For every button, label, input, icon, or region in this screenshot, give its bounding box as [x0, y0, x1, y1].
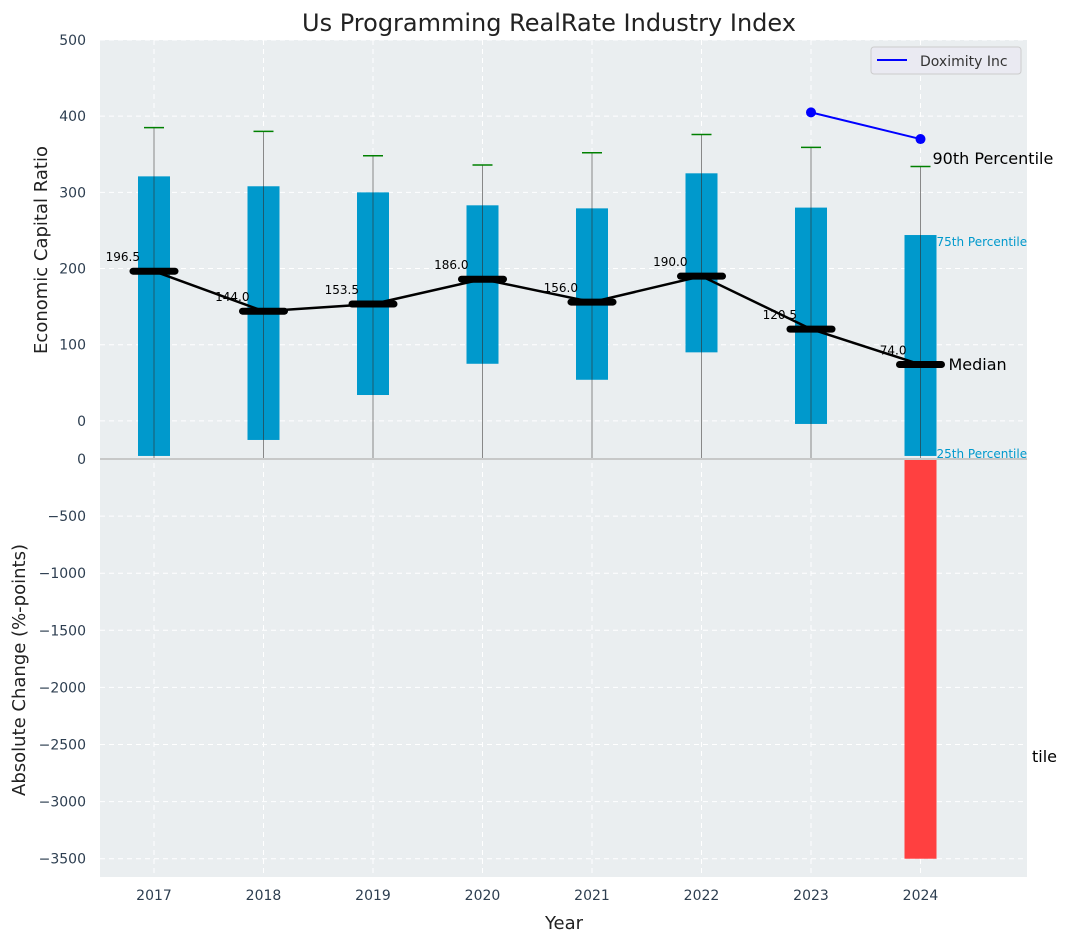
legend-label: Doximity Inc — [920, 54, 1008, 70]
top-y-tick-label: 500 — [59, 33, 86, 49]
x-tick-label: 2022 — [684, 888, 720, 904]
median-label: 120.5 — [763, 308, 797, 322]
top-y-tick-label: 400 — [59, 109, 86, 125]
legend-box — [870, 46, 1022, 75]
doximity-point — [806, 107, 816, 118]
annotation-p25: 25th Percentile — [937, 447, 1028, 461]
doximity-line — [810, 111, 921, 141]
bottom-y-tick-label: −3000 — [39, 795, 86, 811]
bottom-y-tick-label: −3500 — [39, 852, 86, 868]
bottom-y-tick-label: −1500 — [39, 623, 86, 639]
x-tick-label: 2024 — [903, 888, 939, 904]
x-tick-label: 2019 — [355, 888, 391, 904]
bottom-y-tick-label: −2000 — [39, 680, 86, 696]
top-y-tick-label: 0 — [77, 414, 86, 430]
median-label: 153.5 — [325, 283, 359, 297]
top-y-tick-label: 100 — [59, 338, 86, 354]
median-label: 144.0 — [215, 290, 249, 304]
x-tick-label: 2018 — [246, 888, 282, 904]
doximity-point — [915, 134, 926, 145]
median-label: 196.5 — [106, 250, 140, 264]
x-tick-label: 2021 — [574, 888, 610, 904]
median-label: 186.0 — [434, 258, 468, 272]
median-label: 74.0 — [880, 344, 907, 358]
bottom-y-tick-label: −2500 — [39, 738, 86, 754]
annotation-clipped: tile — [1032, 747, 1057, 766]
change-bar — [904, 460, 937, 859]
top-y-tick-label: 300 — [59, 185, 86, 201]
x-tick-label: 2023 — [793, 888, 829, 904]
annotation-p90: 90th Percentile — [933, 149, 1054, 168]
top-plot-area — [100, 40, 1027, 459]
chart-title: Us Programming RealRate Industry Index — [302, 9, 796, 37]
bottom-y-tick-label: −1000 — [39, 566, 86, 582]
median-label: 156.0 — [544, 281, 578, 295]
annotation-median: Median — [949, 355, 1007, 374]
annotation-p75: 75th Percentile — [937, 235, 1028, 249]
top-y-axis-label: Economic Capital Ratio — [31, 146, 52, 354]
top-y-tick-label: 200 — [59, 262, 86, 278]
x-axis-label: Year — [544, 913, 584, 934]
bottom-y-axis-label: Absolute Change (%-points) — [9, 544, 30, 796]
bottom-plot-area — [100, 459, 1027, 877]
bottom-y-tick-label: 0 — [77, 452, 86, 468]
x-tick-label: 2020 — [465, 888, 501, 904]
x-tick-label: 2017 — [136, 888, 172, 904]
bottom-y-tick-label: −500 — [48, 509, 86, 525]
median-label: 190.0 — [653, 255, 687, 269]
